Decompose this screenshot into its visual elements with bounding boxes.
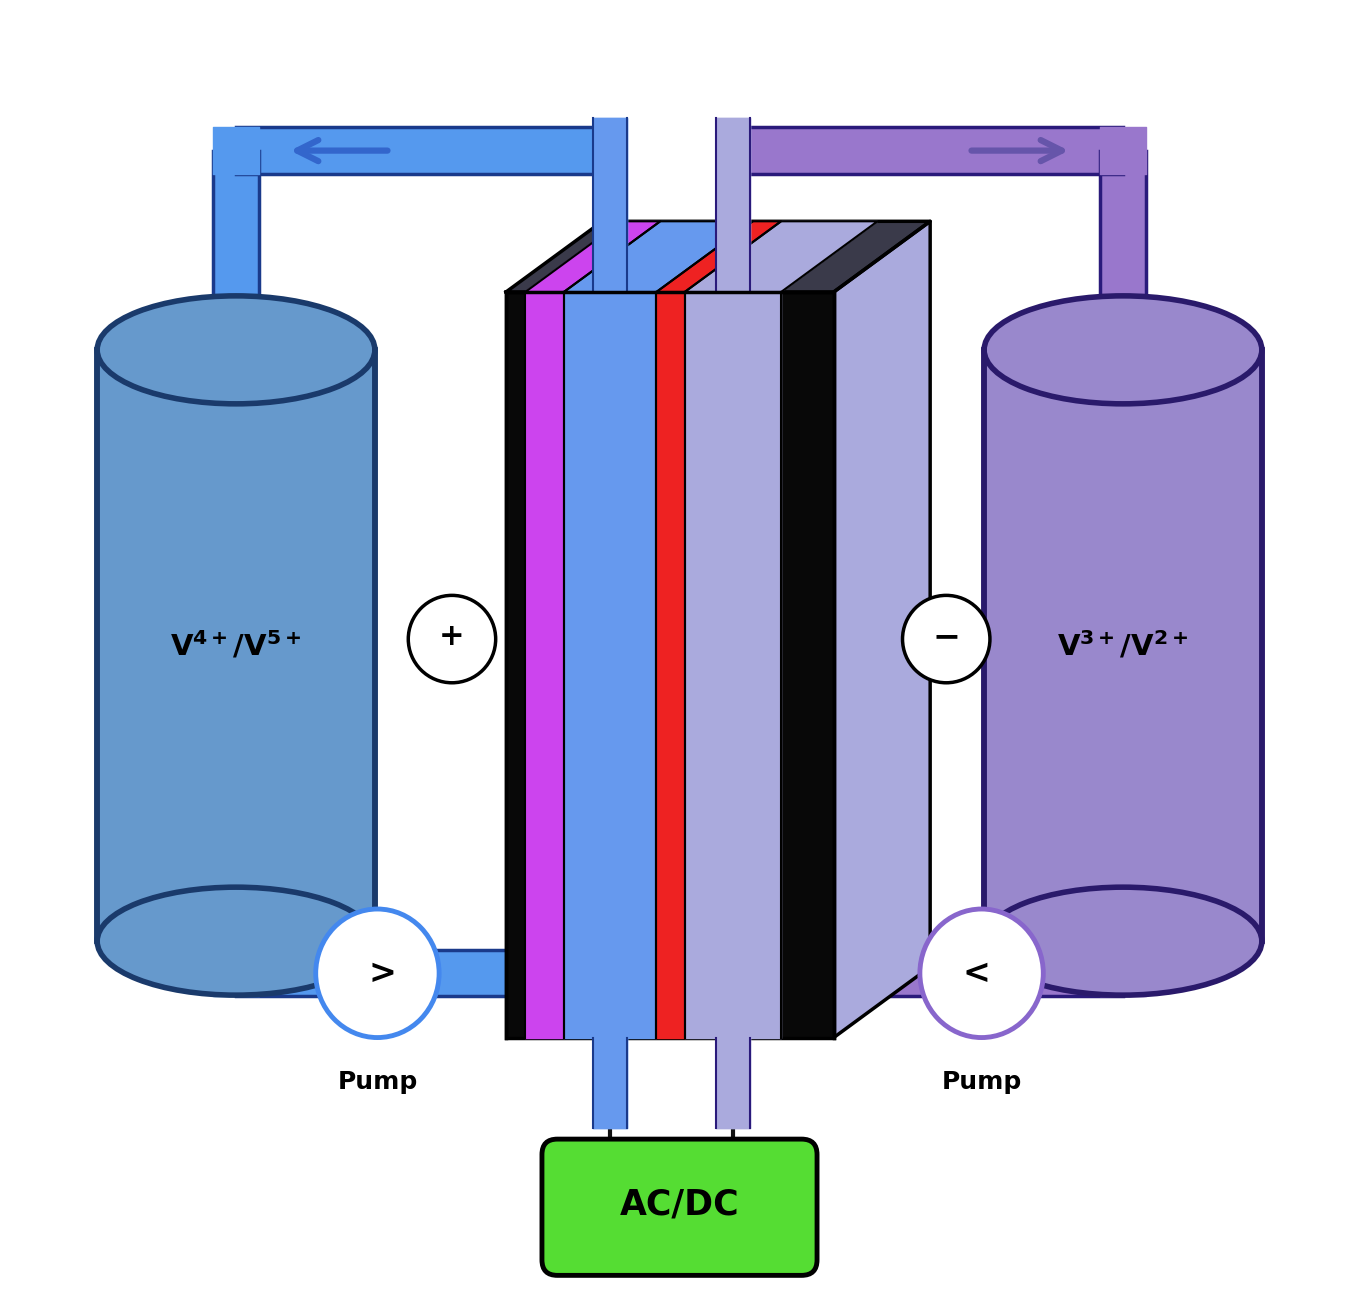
Text: +: + [439,622,465,651]
Ellipse shape [920,909,1044,1038]
Text: <: < [962,957,991,990]
Bar [506,292,834,1038]
Ellipse shape [315,909,439,1038]
Bar [984,350,1261,941]
Bar [98,350,375,941]
Text: Pump: Pump [337,1070,417,1093]
Polygon shape [834,221,930,1038]
Text: AC/DC: AC/DC [620,1188,739,1221]
Ellipse shape [98,887,375,995]
Polygon shape [656,221,781,292]
Ellipse shape [902,595,989,683]
Polygon shape [564,221,753,292]
Text: $\mathbf{V^{3+}/V^{2+}}$: $\mathbf{V^{3+}/V^{2+}}$ [1057,630,1189,661]
Ellipse shape [984,296,1261,404]
Polygon shape [685,221,878,292]
Text: >: > [368,957,397,990]
Ellipse shape [408,595,496,683]
Text: −: − [932,620,961,653]
Text: $\mathbf{V^{4+}/V^{5+}}$: $\mathbf{V^{4+}/V^{5+}}$ [170,630,302,661]
Ellipse shape [984,887,1261,995]
Polygon shape [506,221,930,292]
Ellipse shape [98,296,375,404]
Polygon shape [525,221,660,292]
FancyBboxPatch shape [542,1139,817,1276]
Text: Pump: Pump [942,1070,1022,1093]
